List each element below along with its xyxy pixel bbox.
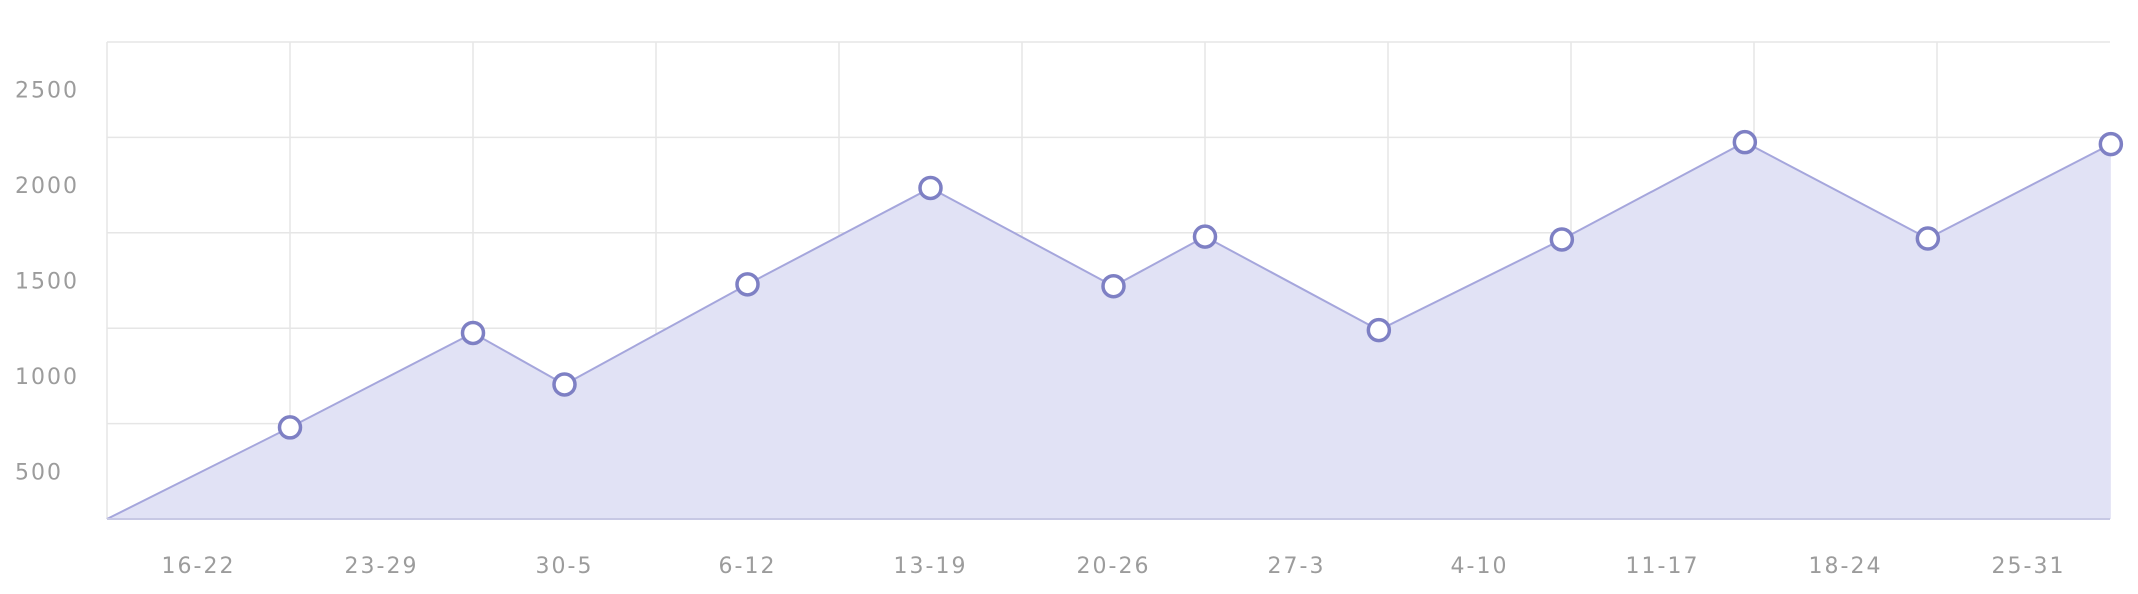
area-layer	[106, 141, 2112, 520]
data-point-marker	[277, 415, 303, 440]
data-point-marker	[460, 320, 486, 346]
data-point-marker	[918, 175, 943, 201]
x-tick-label: 23-29	[345, 554, 419, 579]
y-tick-label: 500	[15, 460, 63, 485]
x-axis: 16-22 23-29 30-5 6-12 13-19 20-26 27-3 4-10 11-1…	[162, 554, 2066, 579]
x-tick-label: 27-3	[1268, 554, 1326, 579]
x-tick-label: 18-24	[1809, 554, 1883, 579]
y-tick-label: 1500	[15, 270, 79, 295]
y-tick-label: 1000	[15, 365, 79, 390]
x-tick-label: 11-17	[1626, 554, 1700, 579]
data-point-marker	[1101, 273, 1126, 299]
x-tick-label: 16-22	[162, 554, 236, 579]
y-axis: 500 1000 1500 2000 2500	[15, 79, 79, 486]
data-point-marker	[1192, 224, 1218, 249]
data-point-marker	[1366, 317, 1392, 343]
x-tick-label: 25-31	[1992, 554, 2066, 579]
data-point-marker	[2098, 131, 2124, 157]
data-point-marker	[1549, 227, 1575, 252]
x-tick-label: 6-12	[719, 554, 777, 579]
data-markers	[277, 129, 2124, 440]
data-point-marker	[735, 272, 760, 297]
data-point-marker	[1732, 129, 1758, 155]
x-tick-label: 4-10	[1451, 554, 1509, 579]
data-point-marker	[1915, 226, 1941, 251]
x-tick-label: 30-5	[536, 554, 594, 579]
data-point-marker	[552, 372, 577, 397]
x-tick-label: 13-19	[894, 554, 968, 579]
y-tick-label: 2500	[15, 79, 79, 104]
y-tick-label: 2000	[15, 174, 79, 199]
area-fill	[107, 142, 2111, 520]
x-tick-label: 20-26	[1077, 554, 1151, 579]
